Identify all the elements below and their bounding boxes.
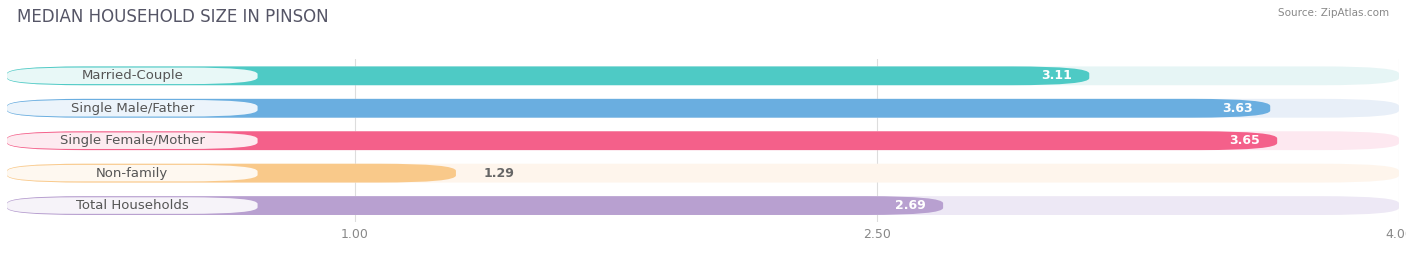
- FancyBboxPatch shape: [7, 132, 257, 149]
- FancyBboxPatch shape: [7, 66, 1090, 85]
- Text: 3.11: 3.11: [1040, 69, 1071, 82]
- FancyBboxPatch shape: [7, 100, 257, 117]
- FancyBboxPatch shape: [7, 164, 456, 183]
- FancyBboxPatch shape: [7, 164, 1399, 183]
- Text: Single Male/Father: Single Male/Father: [70, 102, 194, 115]
- FancyBboxPatch shape: [7, 68, 257, 84]
- FancyBboxPatch shape: [7, 165, 257, 181]
- Text: Total Households: Total Households: [76, 199, 188, 212]
- Text: Non-family: Non-family: [96, 167, 169, 180]
- FancyBboxPatch shape: [7, 196, 943, 215]
- Text: 2.69: 2.69: [896, 199, 925, 212]
- FancyBboxPatch shape: [7, 99, 1270, 118]
- FancyBboxPatch shape: [7, 197, 257, 214]
- Text: 1.29: 1.29: [484, 167, 515, 180]
- Text: Single Female/Mother: Single Female/Mother: [60, 134, 205, 147]
- FancyBboxPatch shape: [7, 99, 1399, 118]
- Text: Source: ZipAtlas.com: Source: ZipAtlas.com: [1278, 8, 1389, 18]
- Text: MEDIAN HOUSEHOLD SIZE IN PINSON: MEDIAN HOUSEHOLD SIZE IN PINSON: [17, 8, 329, 26]
- Text: 3.63: 3.63: [1222, 102, 1253, 115]
- FancyBboxPatch shape: [7, 131, 1399, 150]
- Text: Married-Couple: Married-Couple: [82, 69, 183, 82]
- Text: 3.65: 3.65: [1229, 134, 1260, 147]
- FancyBboxPatch shape: [7, 131, 1277, 150]
- FancyBboxPatch shape: [7, 196, 1399, 215]
- FancyBboxPatch shape: [7, 66, 1399, 85]
